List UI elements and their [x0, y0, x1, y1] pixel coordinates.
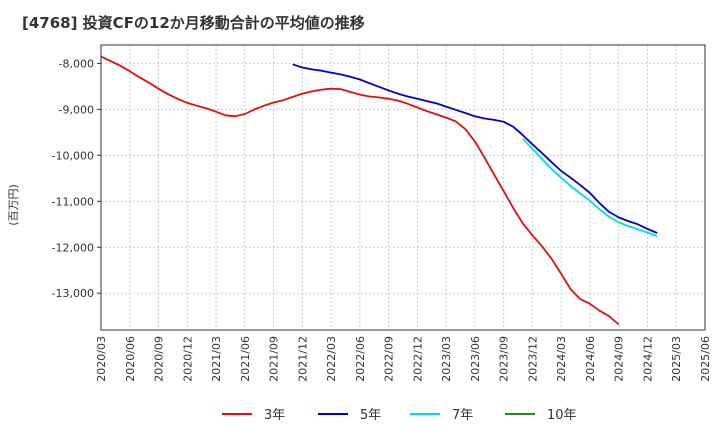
x-tick-label: 2021/06	[239, 336, 252, 382]
y-tick-label: -10,000	[52, 149, 94, 162]
x-tick-label: 2023/06	[469, 336, 482, 382]
series-line-2	[522, 138, 658, 238]
chart-title: [4768] 投資CFの12か月移動合計の平均値の推移	[22, 14, 365, 32]
x-tick-label: 2022/03	[325, 336, 338, 382]
x-tick-label: 2022/12	[411, 336, 424, 382]
x-tick-label: 2023/03	[440, 336, 453, 382]
x-tick-label: 2022/06	[354, 336, 367, 382]
x-tick-label: 2024/06	[584, 336, 597, 382]
x-tick-label: 2024/03	[555, 336, 568, 382]
series-lines	[100, 55, 658, 326]
x-tick-label: 2020/09	[153, 336, 166, 382]
y-tick-label: -9,000	[59, 103, 94, 116]
grid	[100, 45, 706, 330]
x-tick-label: 2020/03	[95, 336, 108, 382]
legend-label: 3年	[264, 408, 285, 423]
x-tick-label: 2023/12	[526, 336, 539, 382]
series-line-0	[100, 55, 620, 326]
x-tick-label: 2024/09	[613, 336, 626, 382]
plot-frame	[100, 44, 706, 331]
y-tick-label: -11,000	[52, 195, 94, 208]
x-tick-label: 2024/12	[641, 336, 654, 382]
legend-label: 7年	[452, 408, 473, 423]
y-tick-label: -8,000	[59, 57, 94, 70]
x-tick-label: 2021/03	[210, 336, 223, 382]
legend-label: 10年	[547, 408, 577, 423]
y-tick-label: -13,000	[52, 287, 94, 300]
series-line-1	[292, 63, 658, 234]
x-tick-label: 2022/09	[383, 336, 396, 382]
x-tick-label: 2021/09	[268, 336, 281, 382]
y-axis-label: (百万円)	[7, 184, 20, 226]
x-tick-label: 2021/12	[296, 336, 309, 382]
x-tick-label: 2025/03	[670, 336, 683, 382]
legend: 3年 5年 7年 10年	[222, 408, 577, 423]
x-tick-label: 2023/09	[498, 336, 511, 382]
legend-label: 5年	[360, 408, 381, 423]
x-tick-label: 2020/06	[124, 336, 137, 382]
axes: 2020/03 2020/06 2020/09 2020/12 2021/03 2021/…	[52, 44, 712, 382]
x-tick-label: 2025/06	[699, 336, 712, 382]
y-tick-label: -12,000	[52, 241, 94, 254]
x-tick-label: 2020/12	[181, 336, 194, 382]
